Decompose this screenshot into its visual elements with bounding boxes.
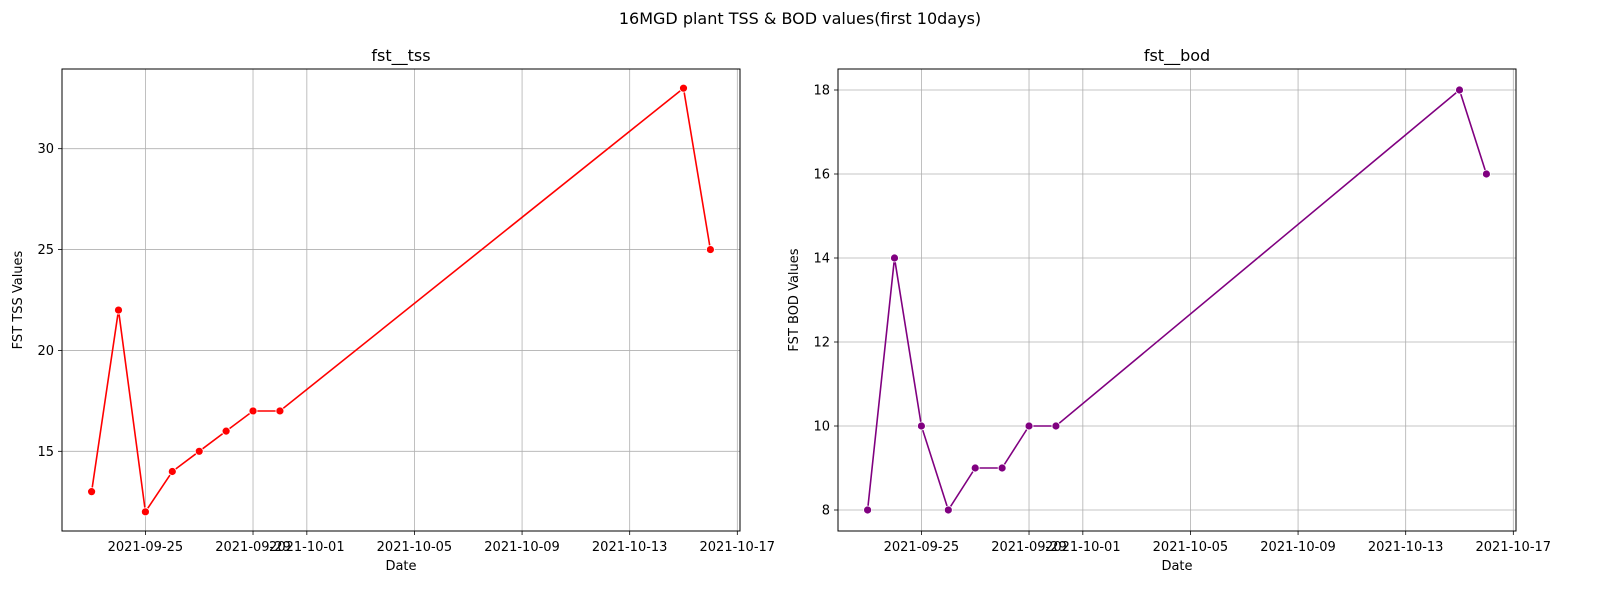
- y-tick-label: 16: [813, 168, 830, 183]
- data-point: [943, 505, 953, 515]
- x-tick-label: 2021-10-05: [377, 540, 453, 555]
- x-tick-label: 2021-10-01: [269, 540, 345, 555]
- x-tick-label: 2021-10-17: [700, 540, 776, 555]
- x-tick-label: 2021-10-13: [1368, 540, 1444, 555]
- y-tick-label: 10: [813, 420, 830, 435]
- x-tick-label: 2021-10-09: [484, 540, 560, 555]
- x-tick-label: 2021-10-05: [1153, 540, 1229, 555]
- y-tick-label: 15: [37, 445, 54, 460]
- y-tick-label: 12: [813, 336, 830, 351]
- x-tick-label: 2021-09-25: [884, 540, 960, 555]
- data-point: [997, 463, 1007, 473]
- data-point: [87, 487, 96, 497]
- x-axis-label: Date: [385, 559, 416, 574]
- data-point: [1024, 421, 1034, 431]
- series-line: [90, 86, 712, 515]
- data-point: [706, 245, 715, 254]
- data-point: [141, 507, 150, 517]
- y-tick-label: 8: [822, 504, 830, 519]
- data-point: [114, 305, 123, 315]
- data-point: [248, 406, 258, 416]
- data-point: [1455, 85, 1464, 95]
- data-point: [890, 253, 899, 263]
- x-axis-label: Date: [1161, 559, 1192, 574]
- y-tick-label: 30: [37, 142, 54, 157]
- y-axis-label: FST BOD Values: [787, 248, 802, 351]
- x-tick-label: 2021-10-17: [1476, 540, 1552, 555]
- figure-title: 16MGD plant TSS & BOD values(first 10day…: [618, 9, 982, 28]
- data-point: [1051, 421, 1061, 431]
- x-tick-label: 2021-10-09: [1260, 540, 1336, 555]
- plot-frame: [837, 68, 1517, 532]
- y-tick-label: 14: [813, 252, 830, 267]
- plot-frame: [61, 68, 741, 532]
- data-point: [863, 505, 872, 515]
- subplot-title: fst__bod: [1144, 46, 1210, 66]
- y-tick-label: 25: [37, 243, 54, 258]
- subplot-title: fst__tss: [371, 46, 430, 66]
- data-point: [679, 83, 688, 93]
- y-tick-label: 20: [37, 344, 54, 359]
- x-tick-label: 2021-10-13: [592, 540, 668, 555]
- data-point: [1482, 169, 1491, 179]
- x-tick-label: 2021-09-29: [991, 540, 1067, 555]
- x-tick-label: 2021-10-01: [1045, 540, 1121, 555]
- x-tick-label: 2021-09-25: [108, 540, 184, 555]
- data-point: [275, 406, 285, 416]
- y-axis-label: FST TSS Values: [11, 250, 26, 349]
- data-point: [970, 463, 980, 473]
- data-point: [194, 446, 204, 456]
- x-tick-label: 2021-09-29: [215, 540, 291, 555]
- data-point: [167, 467, 177, 476]
- series-line: [866, 88, 1488, 512]
- data-point: [917, 421, 926, 431]
- y-tick-label: 18: [813, 84, 830, 99]
- data-point: [221, 426, 231, 436]
